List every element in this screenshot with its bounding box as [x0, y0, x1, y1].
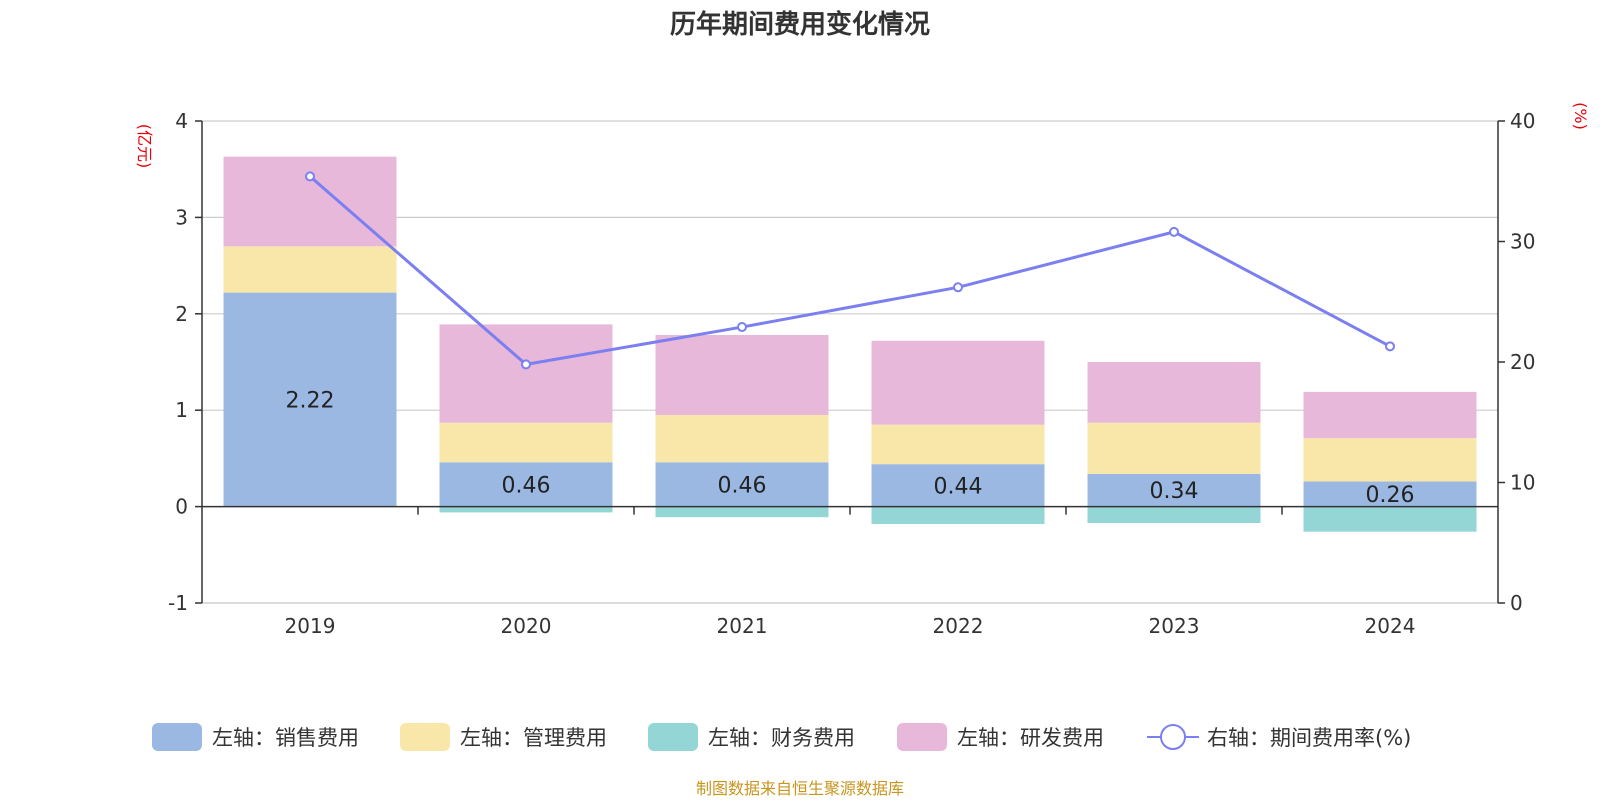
bar-segment[interactable]: [655, 506, 829, 518]
left-axis-unit: (亿元): [135, 124, 154, 169]
line-point[interactable]: [305, 171, 315, 182]
bar-segment[interactable]: [223, 246, 397, 293]
line-point[interactable]: [737, 322, 747, 333]
line-path: [309, 175, 1391, 367]
legend-swatch[interactable]: [400, 723, 450, 751]
bar-segment[interactable]: [1303, 391, 1477, 439]
bar-segment[interactable]: [439, 422, 613, 463]
bar-segment[interactable]: [655, 415, 829, 463]
category-label: 2022: [933, 614, 984, 638]
legend-label: 左轴：管理费用: [460, 726, 607, 750]
legend: 左轴：销售费用 左轴：管理费用 左轴：财务费用 左轴：研发费用 右轴：期间费用率(%): [152, 723, 1411, 751]
legend-swatch[interactable]: [152, 723, 202, 751]
bar-segment[interactable]: [871, 340, 1045, 425]
bar-segment[interactable]: [439, 462, 613, 507]
legend-swatch[interactable]: [648, 723, 698, 751]
left-tick-label: 3: [175, 205, 188, 229]
bar-segment[interactable]: [1087, 362, 1261, 423]
line-point[interactable]: [1385, 341, 1395, 352]
bar-segment[interactable]: [655, 462, 829, 507]
line-point[interactable]: [953, 282, 963, 293]
bar-segment[interactable]: [439, 506, 613, 513]
bar-segment[interactable]: [1303, 506, 1477, 532]
line-point[interactable]: [521, 359, 531, 370]
source-note: 制图数据来自恒生聚源数据库: [696, 779, 904, 798]
right-axis-unit: (%): [1571, 102, 1590, 130]
bar-segment[interactable]: [439, 324, 613, 423]
legend-label: 右轴：期间费用率(%): [1207, 726, 1411, 750]
right-tick-label: 30: [1510, 230, 1535, 254]
bars: [223, 156, 1477, 532]
data-label: 0.26: [1366, 483, 1415, 508]
category-label: 2019: [285, 614, 336, 638]
category-label: 2020: [501, 614, 552, 638]
data-label: 0.34: [1150, 479, 1199, 504]
legend-label: 左轴：研发费用: [957, 726, 1104, 750]
expense-rate-line: [305, 171, 1395, 370]
legend-swatch[interactable]: [897, 723, 947, 751]
bar-segment[interactable]: [1087, 422, 1261, 474]
data-label: 0.44: [934, 474, 983, 499]
bar-segment[interactable]: [655, 335, 829, 416]
right-tick-label: 40: [1510, 109, 1535, 133]
bar-segment[interactable]: [223, 292, 397, 507]
category-label: 2024: [1365, 614, 1416, 638]
data-label: 0.46: [502, 473, 551, 498]
bar-segment[interactable]: [871, 424, 1045, 465]
category-label: 2021: [717, 614, 768, 638]
category-label: 2023: [1149, 614, 1200, 638]
data-label: 0.46: [718, 473, 767, 498]
left-tick-label: 4: [175, 109, 188, 133]
right-tick-label: 20: [1510, 350, 1535, 374]
bar-segment[interactable]: [1303, 438, 1477, 482]
bar-segment[interactable]: [871, 464, 1045, 507]
legend-label: 左轴：财务费用: [708, 726, 855, 750]
bar-segment[interactable]: [1087, 506, 1261, 523]
bar-segment[interactable]: [871, 506, 1045, 524]
data-label: 2.22: [286, 389, 335, 414]
bar-segment[interactable]: [223, 156, 397, 247]
chart-title: 历年期间费用变化情况: [670, 9, 930, 40]
left-tick-label: 0: [175, 495, 188, 519]
right-tick-label: 10: [1510, 471, 1535, 495]
bar-segment[interactable]: [1087, 473, 1261, 507]
left-tick-label: -1: [168, 591, 188, 615]
bar-segment[interactable]: [1303, 481, 1477, 507]
legend-label: 左轴：销售费用: [212, 726, 359, 750]
data-labels: 2.22 0.46 0.46 0.44 0.34 0.26: [286, 389, 1415, 508]
left-tick-label: 1: [175, 398, 188, 422]
legend-swatch-marker[interactable]: [1160, 724, 1186, 750]
line-point[interactable]: [1169, 226, 1179, 237]
left-tick-label: 2: [175, 302, 188, 326]
right-tick-label: 0: [1510, 591, 1523, 615]
